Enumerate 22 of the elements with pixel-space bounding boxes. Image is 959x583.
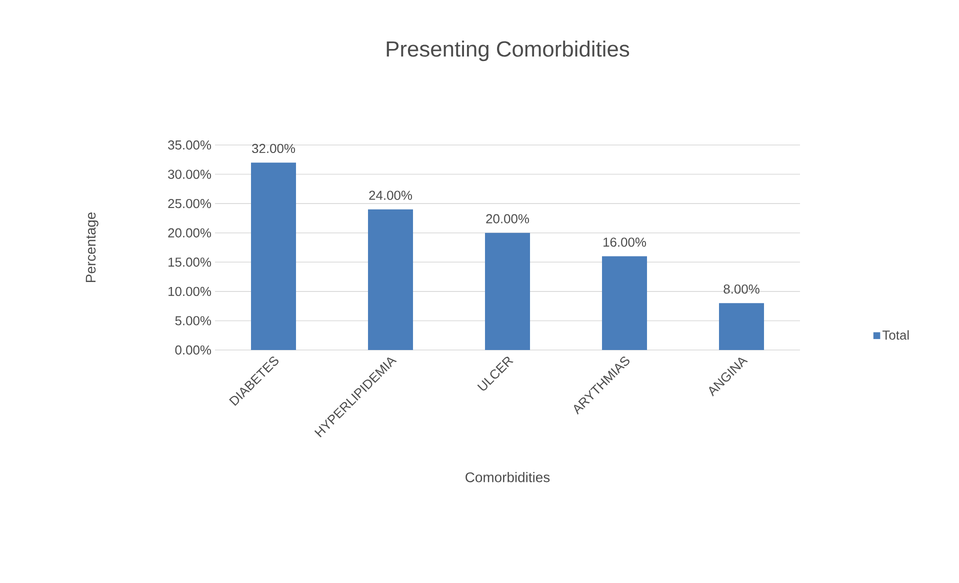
data-label: 24.00%	[369, 190, 412, 200]
data-label: 16.00%	[604, 238, 646, 247]
y-tick-label: 0.00%	[175, 345, 212, 355]
y-tick-label: 25.00%	[168, 198, 212, 208]
y-tick-label: 15.00%	[168, 258, 212, 267]
y-tick-label: 30.00%	[168, 170, 212, 179]
y-axis-title: Percentage	[86, 212, 98, 282]
y-tick-label: 5.00%	[175, 316, 212, 326]
x-axis-title: Comorbidities	[466, 472, 550, 482]
data-label: 8.00%	[724, 284, 760, 294]
data-label: 32.00%	[252, 144, 296, 154]
data-label: 20.00%	[486, 214, 530, 224]
legend-label: Total	[882, 330, 909, 340]
bar	[719, 303, 764, 350]
bar	[368, 209, 414, 350]
y-tick-label: 20.00%	[168, 228, 212, 238]
y-tick-label: 35.00%	[168, 140, 212, 150]
y-tick-label: 10.00%	[168, 286, 212, 296]
chart-title: Presenting Comorbidities	[386, 40, 630, 62]
bar	[251, 162, 296, 350]
bar	[485, 232, 530, 350]
bar	[602, 256, 648, 350]
